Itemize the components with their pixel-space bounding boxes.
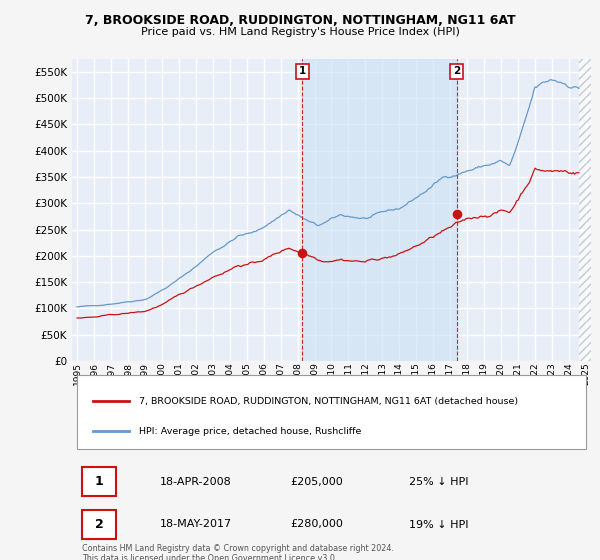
Text: 18-APR-2008: 18-APR-2008 xyxy=(160,477,232,487)
Bar xyxy=(579,59,591,361)
Text: 18-MAY-2017: 18-MAY-2017 xyxy=(160,520,232,530)
Text: £205,000: £205,000 xyxy=(290,477,343,487)
FancyBboxPatch shape xyxy=(82,468,116,496)
Point xyxy=(452,209,461,218)
Text: Contains HM Land Registry data © Crown copyright and database right 2024.
This d: Contains HM Land Registry data © Crown c… xyxy=(82,544,394,560)
Text: 7, BROOKSIDE ROAD, RUDDINGTON, NOTTINGHAM, NG11 6AT (detached house): 7, BROOKSIDE ROAD, RUDDINGTON, NOTTINGHA… xyxy=(139,396,518,405)
Point xyxy=(298,249,307,258)
Text: 1: 1 xyxy=(95,475,104,488)
Text: 19% ↓ HPI: 19% ↓ HPI xyxy=(409,520,469,530)
Text: Price paid vs. HM Land Registry's House Price Index (HPI): Price paid vs. HM Land Registry's House … xyxy=(140,27,460,38)
Text: £280,000: £280,000 xyxy=(290,520,343,530)
Text: 25% ↓ HPI: 25% ↓ HPI xyxy=(409,477,469,487)
FancyBboxPatch shape xyxy=(77,375,586,449)
Text: 1: 1 xyxy=(299,66,306,76)
Bar xyxy=(302,59,457,361)
Text: HPI: Average price, detached house, Rushcliffe: HPI: Average price, detached house, Rush… xyxy=(139,427,362,436)
Text: 2: 2 xyxy=(453,66,460,76)
Text: 2: 2 xyxy=(95,518,104,531)
Text: 7, BROOKSIDE ROAD, RUDDINGTON, NOTTINGHAM, NG11 6AT: 7, BROOKSIDE ROAD, RUDDINGTON, NOTTINGHA… xyxy=(85,14,515,27)
FancyBboxPatch shape xyxy=(82,510,116,539)
